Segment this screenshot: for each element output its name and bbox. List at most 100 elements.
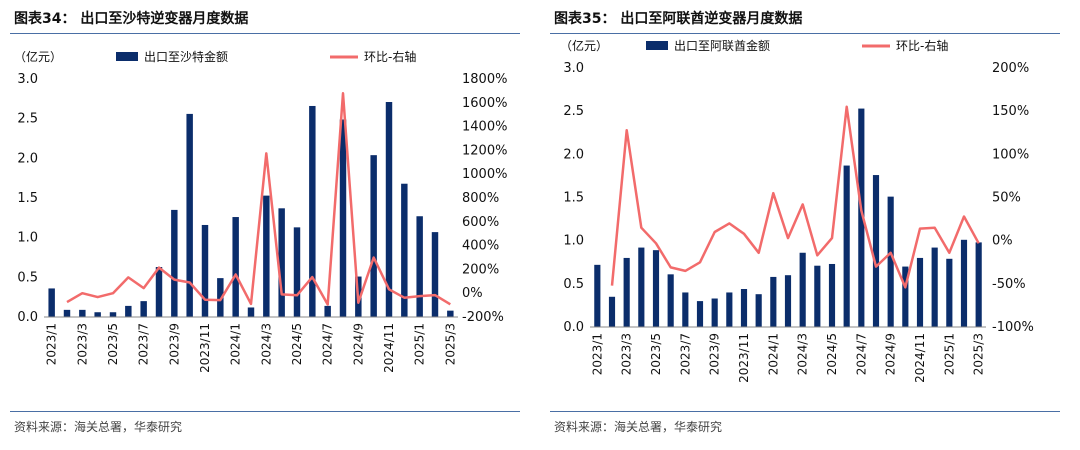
x-tick-label: 2023/11 bbox=[737, 333, 751, 383]
bar bbox=[594, 264, 601, 327]
x-tick-label: 2024/5 bbox=[825, 333, 839, 375]
bar bbox=[324, 305, 331, 317]
y2-tick-label: -100% bbox=[992, 320, 1034, 335]
x-tick-label: 2023/3 bbox=[620, 333, 634, 375]
bar bbox=[155, 267, 163, 317]
bar bbox=[828, 263, 836, 327]
bar bbox=[872, 175, 880, 327]
y-tick-label: 0.0 bbox=[17, 310, 38, 325]
bar bbox=[608, 296, 616, 327]
bar bbox=[79, 309, 86, 317]
title-rule bbox=[10, 33, 520, 34]
bar bbox=[814, 265, 821, 327]
legend-bar-label: 出口至沙特金额 bbox=[144, 49, 228, 64]
x-tick-label: 2024/11 bbox=[913, 333, 927, 383]
x-tick-label: 2025/3 bbox=[972, 333, 986, 375]
bar bbox=[263, 195, 270, 317]
bar bbox=[217, 278, 224, 317]
bar bbox=[109, 312, 117, 317]
x-tick-label: 2024/11 bbox=[382, 323, 396, 373]
bar bbox=[416, 216, 423, 317]
y-tick-label: 1.5 bbox=[17, 191, 38, 206]
bar bbox=[171, 209, 178, 317]
x-tick-label: 2023/9 bbox=[708, 333, 722, 375]
bar bbox=[431, 232, 439, 317]
bar bbox=[902, 266, 909, 327]
bar bbox=[755, 294, 762, 327]
bar bbox=[740, 289, 748, 327]
bar bbox=[623, 257, 630, 327]
y2-tick-label: -50% bbox=[992, 277, 1026, 292]
x-tick-label: 2023/7 bbox=[137, 323, 151, 365]
y2-tick-label: 1400% bbox=[462, 120, 507, 135]
x-tick-label: 2024/9 bbox=[884, 333, 898, 375]
bar bbox=[916, 257, 924, 327]
bar bbox=[799, 252, 806, 327]
bar bbox=[232, 217, 239, 317]
bar bbox=[682, 292, 689, 327]
y2-tick-label: 200% bbox=[462, 262, 499, 277]
y-tick-label: 1.5 bbox=[563, 191, 584, 206]
bar bbox=[960, 239, 968, 327]
legend-line-label: 环比-右轴 bbox=[364, 49, 416, 64]
x-tick-label: 2023/3 bbox=[75, 323, 89, 365]
x-tick-label: 2024/3 bbox=[259, 323, 273, 365]
y-tick-label: 0.5 bbox=[563, 277, 584, 292]
y2-tick-label: 400% bbox=[462, 239, 499, 254]
x-tick-label: 2024/9 bbox=[351, 323, 365, 365]
bar bbox=[293, 227, 301, 317]
legend-bar-label: 出口至阿联酋金额 bbox=[674, 38, 770, 53]
bar bbox=[770, 276, 777, 327]
bar bbox=[401, 183, 408, 317]
bar bbox=[94, 312, 101, 317]
legend-bar-swatch bbox=[646, 41, 668, 50]
x-tick-label: 2024/1 bbox=[766, 333, 780, 375]
bar bbox=[667, 274, 674, 327]
figure-title: 图表35： 出口至阿联酋逆变器月度数据 bbox=[554, 11, 803, 27]
y2-tick-label: 1600% bbox=[462, 96, 507, 111]
bar bbox=[946, 258, 953, 327]
y-tick-label: 0.0 bbox=[563, 320, 584, 335]
source-note: 资料来源：海关总署，华泰研究 bbox=[14, 420, 183, 434]
x-tick-label: 2024/5 bbox=[290, 323, 304, 365]
y2-tick-label: 800% bbox=[462, 191, 499, 206]
y2-tick-label: 150% bbox=[992, 104, 1029, 119]
bar bbox=[887, 196, 894, 327]
y2-tick-label: 200% bbox=[992, 61, 1029, 76]
y-axis-unit: （亿元） bbox=[560, 38, 608, 53]
y2-tick-label: 1200% bbox=[462, 143, 507, 158]
y2-tick-label: -200% bbox=[462, 310, 504, 325]
bar bbox=[696, 301, 704, 327]
chart-saudi: （亿元） 出口至沙特金额 环比-右轴 0.0 0.5 1.0 1.5 2.0 2.5 3.0 -20… bbox=[14, 49, 507, 373]
y2-tick-label: 1000% bbox=[462, 167, 507, 182]
legend-bar-swatch bbox=[116, 52, 138, 61]
y-tick-label: 2.0 bbox=[17, 151, 38, 166]
x-tick-label: 2023/1 bbox=[590, 333, 604, 375]
bar bbox=[858, 108, 865, 328]
bar bbox=[247, 307, 255, 317]
y-tick-label: 1.0 bbox=[17, 231, 38, 246]
chart-panel-uae: 图表35： 出口至阿联酋逆变器月度数据 （亿元） 出口至阿联酋金额 环比-右轴 0.0… bbox=[540, 0, 1080, 450]
x-tick-label: 2023/9 bbox=[167, 323, 181, 365]
bar bbox=[975, 242, 982, 327]
y2-tick-label: 1800% bbox=[462, 72, 507, 87]
x-tick-label: 2025/1 bbox=[942, 333, 956, 375]
x-tick-label: 2024/3 bbox=[796, 333, 810, 375]
y-tick-label: 1.0 bbox=[563, 234, 584, 249]
x-tick-label: 2025/1 bbox=[413, 323, 427, 365]
bar bbox=[931, 247, 938, 327]
y-tick-label: 3.0 bbox=[563, 61, 584, 76]
footer-rule bbox=[10, 411, 520, 412]
bar bbox=[711, 298, 718, 327]
x-tick-label: 2023/5 bbox=[649, 333, 663, 375]
x-tick-label: 2024/1 bbox=[229, 323, 243, 365]
bar bbox=[784, 275, 792, 327]
bar bbox=[140, 301, 147, 317]
x-tick-label: 2023/7 bbox=[678, 333, 692, 375]
figure-title: 图表34： 出口至沙特逆变器月度数据 bbox=[14, 11, 249, 27]
bar bbox=[638, 247, 645, 327]
y2-tick-label: 100% bbox=[992, 147, 1029, 162]
bar bbox=[278, 208, 285, 317]
x-tick-label: 2023/5 bbox=[106, 323, 120, 365]
line-series-mom bbox=[66, 92, 451, 306]
